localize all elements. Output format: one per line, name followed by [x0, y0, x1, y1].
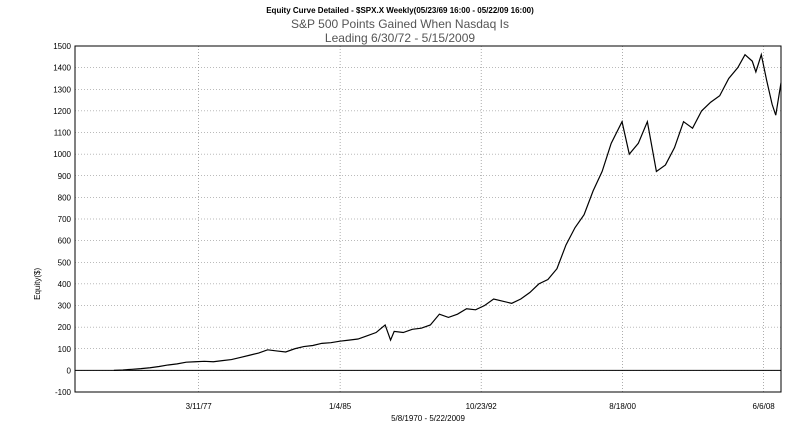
equity-series-line — [113, 52, 782, 371]
y-tick-label: 900 — [58, 172, 72, 181]
x-tick-label: 10/23/92 — [466, 402, 498, 411]
y-tick-label: 1100 — [54, 129, 72, 138]
chart-subtitle-line2: Leading 6/30/72 - 5/15/2009 — [325, 31, 475, 45]
y-tick-label: 200 — [58, 323, 72, 332]
x-tick-label: 8/18/00 — [609, 402, 636, 411]
y-tick-label: -100 — [55, 388, 72, 397]
y-tick-label: 600 — [58, 237, 72, 246]
y-tick-label: 1400 — [53, 64, 71, 73]
y-tick-label: 300 — [58, 302, 72, 311]
y-axis-label: Equity($) — [33, 268, 42, 300]
grid-lines — [75, 45, 781, 393]
x-tick-label: 1/4/85 — [329, 402, 352, 411]
chart-title: Equity Curve Detailed - $SPX.X Weekly(05… — [266, 6, 534, 15]
y-tick-label: 0 — [67, 366, 72, 375]
y-tick-label: 700 — [58, 215, 72, 224]
y-tick-label: 500 — [58, 258, 72, 267]
x-axis-ticks: 3/11/77 1/4/85 10/23/92 8/18/00 6/6/08 — [186, 402, 776, 411]
plot-area-frame — [74, 45, 782, 393]
x-axis-label: 5/8/1970 - 5/22/2009 — [391, 414, 465, 423]
y-tick-label: 800 — [58, 193, 72, 202]
chart-subtitle-line1: S&P 500 Points Gained When Nasdaq Is — [291, 17, 509, 31]
y-tick-label: 1500 — [53, 42, 71, 51]
x-tick-label: 6/6/08 — [753, 402, 776, 411]
y-tick-label: 1200 — [53, 107, 71, 116]
x-tick-label: 3/11/77 — [186, 402, 213, 411]
y-tick-label: 1000 — [53, 150, 71, 159]
y-axis-ticks: 1500140013001200110010009008007006005004… — [53, 42, 71, 397]
y-tick-label: 1300 — [53, 85, 71, 94]
y-tick-label: 400 — [58, 280, 72, 289]
y-tick-label: 100 — [58, 345, 72, 354]
